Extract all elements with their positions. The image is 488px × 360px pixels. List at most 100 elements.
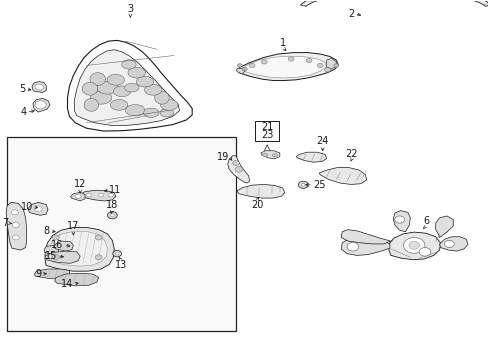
Circle shape — [52, 255, 59, 260]
Circle shape — [403, 238, 424, 253]
Polygon shape — [124, 84, 139, 92]
Polygon shape — [296, 152, 326, 162]
Polygon shape — [237, 184, 284, 198]
Polygon shape — [35, 84, 43, 90]
Text: 21: 21 — [261, 122, 273, 132]
Circle shape — [99, 193, 103, 197]
Circle shape — [75, 194, 81, 198]
Circle shape — [115, 252, 119, 255]
Polygon shape — [55, 273, 99, 286]
Text: 19: 19 — [217, 152, 229, 162]
Polygon shape — [74, 50, 179, 125]
Polygon shape — [33, 98, 50, 112]
Polygon shape — [54, 241, 73, 251]
Polygon shape — [35, 100, 46, 109]
Text: 2: 2 — [347, 9, 354, 18]
Text: 7: 7 — [2, 218, 9, 228]
Polygon shape — [326, 58, 336, 69]
Circle shape — [333, 64, 338, 67]
Polygon shape — [392, 211, 409, 232]
Circle shape — [34, 206, 42, 212]
Polygon shape — [128, 67, 145, 78]
Text: 13: 13 — [114, 260, 126, 270]
Polygon shape — [97, 81, 118, 94]
Polygon shape — [90, 73, 105, 86]
Circle shape — [261, 60, 266, 64]
Polygon shape — [260, 151, 279, 159]
Polygon shape — [237, 53, 338, 81]
Polygon shape — [45, 251, 80, 263]
Circle shape — [95, 255, 102, 260]
Bar — [7, 137, 236, 330]
Text: 16: 16 — [51, 240, 63, 250]
Text: 25: 25 — [312, 180, 325, 190]
Polygon shape — [28, 202, 48, 215]
Polygon shape — [32, 82, 46, 93]
Polygon shape — [341, 237, 389, 255]
Polygon shape — [155, 91, 169, 104]
Text: 9: 9 — [35, 269, 41, 279]
Polygon shape — [110, 100, 128, 110]
Circle shape — [110, 214, 114, 217]
Circle shape — [418, 248, 430, 256]
Text: 8: 8 — [44, 226, 50, 236]
Text: 3: 3 — [127, 4, 133, 14]
Circle shape — [12, 235, 19, 240]
Polygon shape — [236, 68, 244, 74]
Circle shape — [237, 64, 242, 67]
Polygon shape — [227, 156, 249, 183]
Circle shape — [272, 153, 277, 157]
Text: 6: 6 — [422, 216, 428, 226]
Polygon shape — [136, 76, 153, 87]
Polygon shape — [82, 82, 98, 95]
Circle shape — [287, 57, 293, 61]
Text: 11: 11 — [109, 185, 122, 195]
Polygon shape — [125, 104, 144, 116]
Text: 15: 15 — [45, 251, 57, 261]
Polygon shape — [143, 108, 159, 117]
Text: 10: 10 — [20, 202, 33, 212]
Circle shape — [394, 216, 404, 223]
Circle shape — [95, 235, 102, 240]
Circle shape — [108, 193, 113, 197]
Text: 1: 1 — [279, 37, 285, 48]
Circle shape — [408, 242, 419, 249]
Text: 23: 23 — [261, 130, 273, 140]
Circle shape — [242, 67, 247, 71]
Polygon shape — [341, 230, 390, 244]
Text: 5: 5 — [20, 84, 25, 94]
Polygon shape — [241, 56, 326, 78]
Polygon shape — [45, 228, 114, 271]
Polygon shape — [34, 269, 69, 279]
Circle shape — [249, 63, 254, 68]
Polygon shape — [122, 60, 136, 69]
Text: 18: 18 — [106, 199, 118, 210]
Polygon shape — [435, 216, 452, 238]
Text: 14: 14 — [61, 279, 73, 289]
Circle shape — [12, 222, 19, 228]
Text: 4: 4 — [20, 107, 26, 117]
Text: 22: 22 — [345, 149, 357, 159]
Polygon shape — [319, 168, 366, 184]
Circle shape — [346, 243, 358, 251]
Polygon shape — [107, 75, 124, 85]
Text: 20: 20 — [251, 200, 263, 210]
Circle shape — [86, 193, 91, 197]
Circle shape — [107, 212, 117, 219]
Polygon shape — [113, 86, 131, 96]
Polygon shape — [161, 100, 178, 110]
Text: 24: 24 — [316, 136, 328, 146]
Polygon shape — [80, 190, 116, 201]
Circle shape — [235, 167, 243, 172]
Circle shape — [324, 68, 330, 72]
Polygon shape — [160, 108, 173, 117]
Polygon shape — [144, 85, 162, 95]
Polygon shape — [67, 40, 192, 131]
Circle shape — [52, 235, 59, 240]
Circle shape — [113, 250, 122, 257]
Polygon shape — [90, 91, 112, 104]
Circle shape — [11, 210, 18, 215]
Polygon shape — [439, 237, 467, 251]
Polygon shape — [50, 231, 107, 266]
Circle shape — [232, 161, 239, 166]
